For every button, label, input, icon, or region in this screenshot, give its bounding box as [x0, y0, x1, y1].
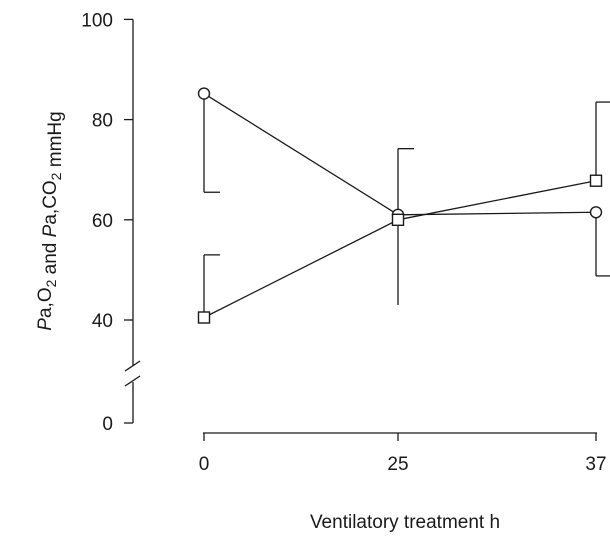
y-tick-label-100: 100 — [81, 10, 113, 31]
y-axis-break-mark — [124, 375, 141, 387]
y-tick-label-40: 40 — [92, 311, 113, 332]
chart-series — [197, 87, 603, 324]
x-tick-label-37: 37 — [585, 454, 606, 475]
data-point-square-0 — [197, 311, 211, 324]
y-axis-break-mark — [124, 360, 141, 372]
chart-ticks: 0 40 60 80 100 0 25 37 — [81, 10, 606, 475]
y-tick-label-80: 80 — [92, 111, 113, 132]
error-bars — [203, 93, 610, 318]
y-tick-label-0: 0 — [102, 414, 113, 435]
data-point-square-1 — [391, 213, 405, 227]
x-axis-title: Ventilatory treatment h — [310, 512, 500, 533]
data-point-circle-0 — [197, 87, 211, 100]
data-point-circle-2 — [589, 206, 603, 219]
y-tick-label-60: 60 — [92, 211, 113, 232]
chart-axes — [124, 19, 597, 434]
y-axis-title: Pa,O2 and Pa,CO2 mmHg — [35, 111, 66, 330]
series-line-square — [203, 180, 597, 319]
series-line-circle — [203, 92, 597, 216]
x-tick-label-25: 25 — [387, 454, 408, 475]
x-tick-label-0: 0 — [199, 454, 210, 475]
data-point-square-2 — [589, 174, 603, 187]
